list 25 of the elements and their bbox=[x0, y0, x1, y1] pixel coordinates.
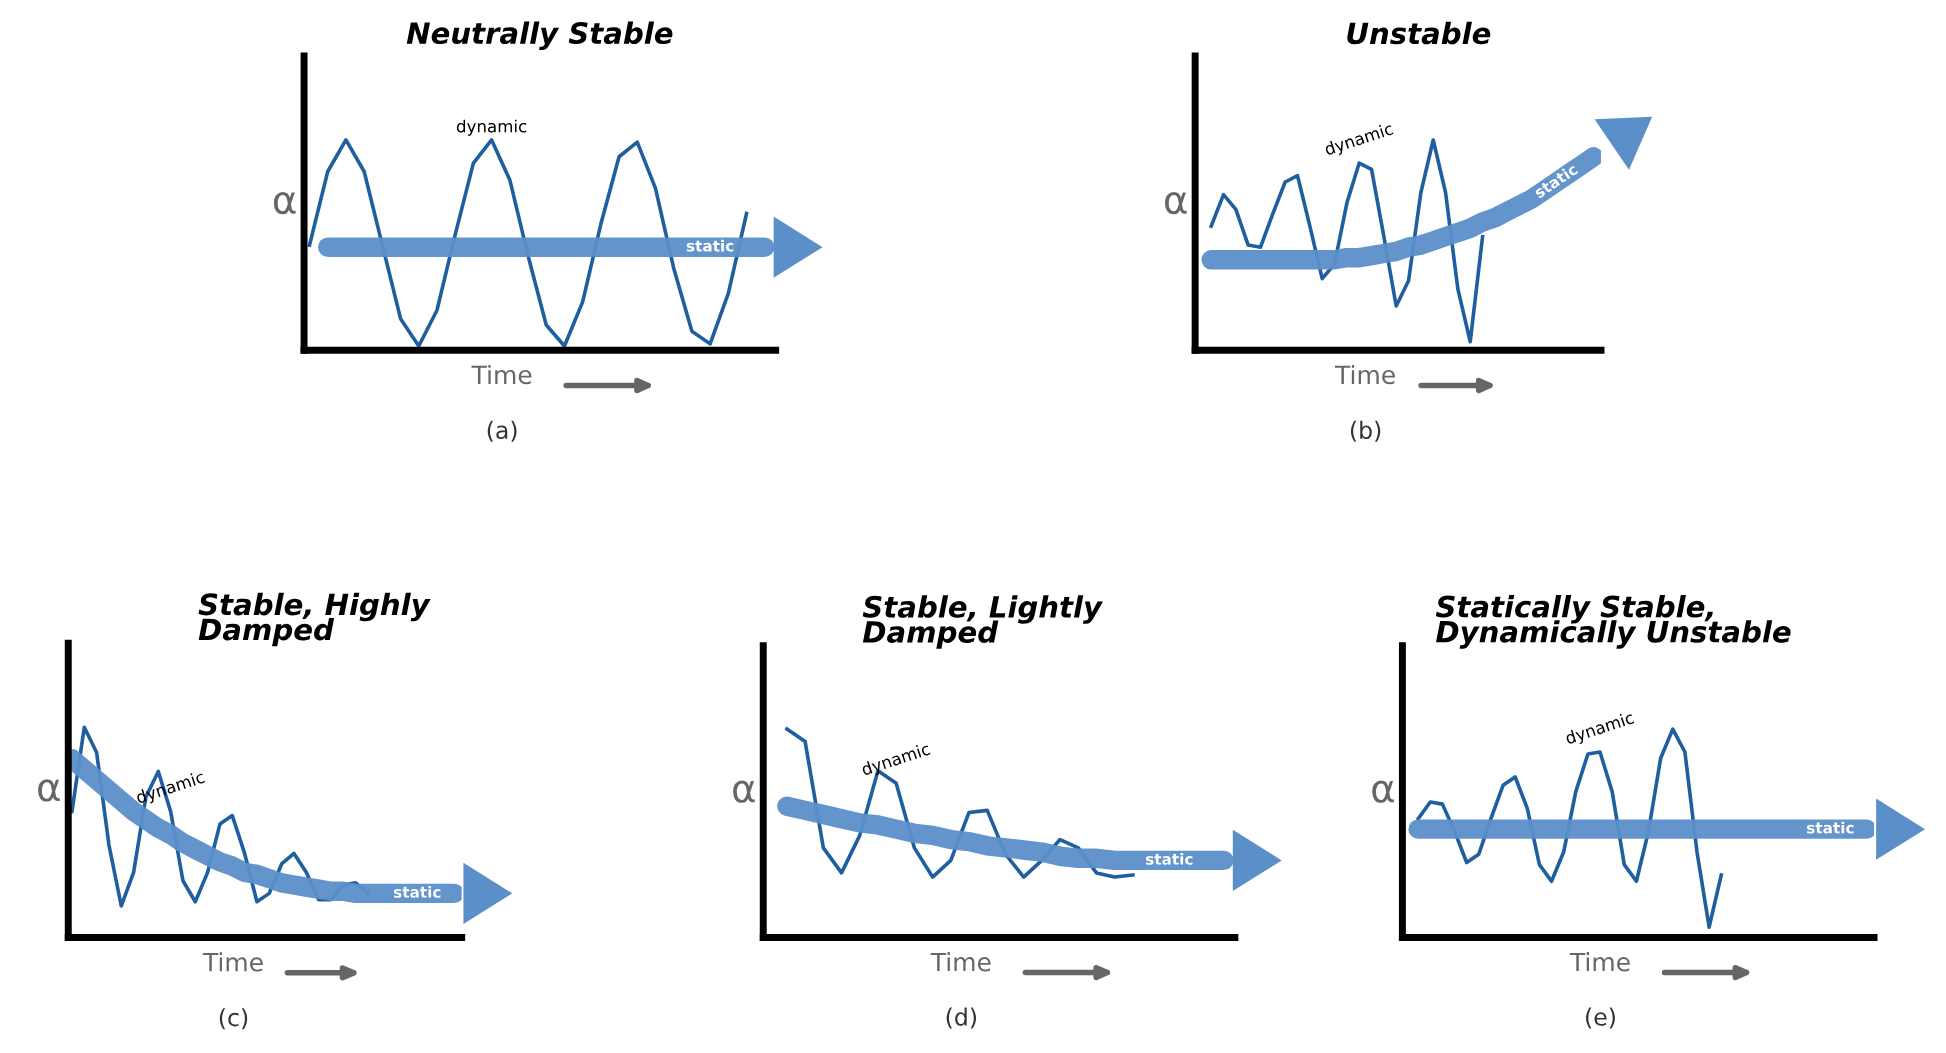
text: (c) bbox=[219, 1008, 248, 1030]
x-axis-title: Time bbox=[930, 952, 991, 972]
y-axis-title: α bbox=[733, 780, 755, 803]
text: (b) bbox=[1350, 420, 1381, 442]
x-axis-title: Time bbox=[471, 364, 532, 385]
chart-title: Stable, Lightly Damped bbox=[862, 595, 1104, 649]
text: (e) bbox=[1586, 1007, 1615, 1029]
text: (d) bbox=[946, 1007, 977, 1029]
y-axis-title: α bbox=[273, 192, 296, 215]
chart-title: Unstable bbox=[1347, 21, 1491, 45]
y-axis-title: α bbox=[1165, 192, 1187, 215]
x-axis-title: Time bbox=[1334, 364, 1395, 385]
text: (a) bbox=[487, 420, 517, 442]
chart-title: Statically Stable, Dynamically Unstable bbox=[1435, 595, 1791, 649]
x-axis-title: Time bbox=[202, 952, 263, 972]
y-axis-title: α bbox=[1372, 780, 1394, 803]
series-label: static bbox=[1145, 853, 1193, 865]
series-label: static bbox=[393, 885, 441, 898]
series-label: static bbox=[1807, 821, 1854, 834]
chart-title: Stable, Highly Damped bbox=[198, 592, 431, 647]
x-axis-title: Time bbox=[1569, 952, 1630, 972]
chart-title: Neutrally Stable bbox=[406, 21, 673, 50]
series-label: dynamic bbox=[456, 119, 527, 136]
y-axis-title: α bbox=[38, 779, 60, 802]
series-label: static bbox=[686, 239, 734, 252]
